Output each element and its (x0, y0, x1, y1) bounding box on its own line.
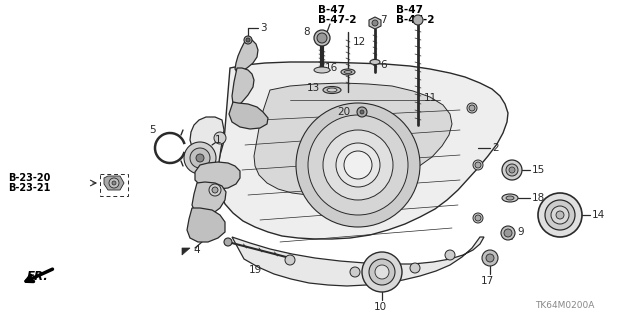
Circle shape (504, 229, 512, 237)
Ellipse shape (506, 196, 514, 200)
Ellipse shape (502, 194, 518, 202)
Text: 4: 4 (193, 245, 200, 255)
Circle shape (545, 200, 575, 230)
Circle shape (184, 142, 216, 174)
Text: 12: 12 (353, 37, 366, 47)
Circle shape (413, 15, 423, 25)
Circle shape (445, 250, 455, 260)
Text: B-47: B-47 (318, 5, 345, 15)
Circle shape (467, 103, 477, 113)
Ellipse shape (341, 69, 355, 75)
Circle shape (350, 267, 360, 277)
Circle shape (506, 164, 518, 176)
Ellipse shape (314, 67, 330, 73)
Polygon shape (218, 62, 508, 239)
Text: B-47: B-47 (396, 5, 423, 15)
Ellipse shape (327, 88, 337, 92)
Text: 3: 3 (260, 23, 267, 33)
Circle shape (509, 167, 515, 173)
Circle shape (473, 213, 483, 223)
Text: 6: 6 (380, 60, 387, 70)
Text: 19: 19 (248, 265, 262, 275)
Text: 18: 18 (532, 193, 545, 203)
Text: 20: 20 (337, 107, 350, 117)
Text: FR.: FR. (27, 270, 49, 283)
Circle shape (344, 151, 372, 179)
Polygon shape (195, 162, 240, 189)
Circle shape (336, 143, 380, 187)
Polygon shape (192, 182, 226, 216)
Text: 1: 1 (215, 135, 221, 145)
Polygon shape (190, 117, 224, 168)
Circle shape (469, 105, 475, 111)
Text: B-23-20: B-23-20 (8, 173, 51, 183)
Text: 8: 8 (303, 27, 310, 37)
Circle shape (285, 255, 295, 265)
Text: 15: 15 (532, 165, 545, 175)
Text: 16: 16 (324, 63, 338, 73)
Circle shape (551, 206, 569, 224)
Circle shape (109, 178, 119, 188)
Polygon shape (369, 17, 381, 29)
Circle shape (475, 162, 481, 168)
Circle shape (410, 263, 420, 273)
Circle shape (486, 254, 494, 262)
Polygon shape (229, 102, 268, 129)
Circle shape (502, 160, 522, 180)
Circle shape (224, 238, 232, 246)
Circle shape (369, 259, 395, 285)
Circle shape (212, 187, 218, 193)
Text: 7: 7 (380, 15, 387, 25)
Circle shape (196, 154, 204, 162)
Text: B-23-21: B-23-21 (8, 183, 51, 193)
Polygon shape (232, 68, 254, 107)
Circle shape (473, 160, 483, 170)
Polygon shape (187, 208, 225, 242)
Circle shape (308, 115, 408, 215)
Polygon shape (182, 248, 190, 255)
Text: B-47-2: B-47-2 (396, 15, 435, 25)
Circle shape (323, 130, 393, 200)
Circle shape (244, 36, 252, 44)
Polygon shape (254, 83, 452, 195)
Circle shape (538, 193, 582, 237)
Text: 11: 11 (424, 93, 437, 103)
Text: 9: 9 (517, 227, 524, 237)
Text: 13: 13 (307, 83, 320, 93)
Text: B-47-2: B-47-2 (318, 15, 356, 25)
Ellipse shape (370, 60, 380, 64)
Polygon shape (104, 176, 124, 190)
Text: 14: 14 (592, 210, 605, 220)
Circle shape (209, 184, 221, 196)
Circle shape (296, 103, 420, 227)
Text: 5: 5 (150, 125, 156, 135)
Circle shape (482, 250, 498, 266)
Bar (100, 174, 128, 196)
Circle shape (362, 252, 402, 292)
Circle shape (357, 107, 367, 117)
Circle shape (372, 20, 378, 26)
Circle shape (314, 30, 330, 46)
Circle shape (360, 110, 364, 114)
Circle shape (317, 33, 327, 43)
Text: 10: 10 (373, 302, 387, 312)
Polygon shape (232, 237, 484, 286)
Circle shape (190, 148, 210, 168)
Circle shape (375, 265, 389, 279)
Circle shape (501, 226, 515, 240)
Polygon shape (235, 38, 258, 72)
Ellipse shape (344, 70, 352, 73)
Circle shape (475, 215, 481, 221)
Text: TK64M0200A: TK64M0200A (535, 300, 595, 309)
Circle shape (246, 38, 250, 42)
Circle shape (556, 211, 564, 219)
Circle shape (214, 132, 226, 144)
Text: 17: 17 (481, 276, 493, 286)
Ellipse shape (323, 86, 341, 93)
Text: 2: 2 (492, 143, 499, 153)
Circle shape (112, 181, 116, 185)
